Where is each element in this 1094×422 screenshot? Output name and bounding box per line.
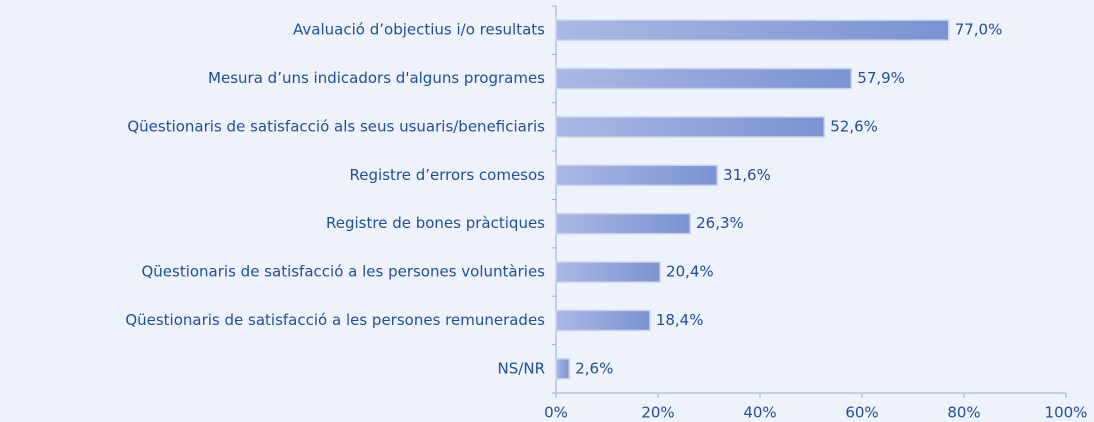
- value-label: 18,4%: [656, 311, 704, 329]
- value-label: 26,3%: [696, 214, 744, 232]
- bar: [555, 67, 853, 90]
- x-tick-label: 60%: [845, 404, 878, 422]
- category-label: Registre d’errors comesos: [350, 166, 546, 184]
- category-label: NS/NR: [498, 359, 545, 377]
- value-label: 31,6%: [723, 166, 771, 184]
- bar: [555, 19, 950, 41]
- value-label: 20,4%: [666, 263, 714, 281]
- category-label: Registre de bones pràctiques: [326, 214, 545, 232]
- category-label: Qüestionaris de satisfacció als seus usu…: [127, 117, 545, 135]
- category-label: Qüestionaris de satisfacció a les person…: [141, 263, 545, 281]
- bar: [555, 164, 718, 187]
- category-label: Qüestionaris de satisfacció a les person…: [125, 311, 545, 329]
- bar: [555, 261, 661, 283]
- category-label: Avaluació d’objectius i/o resultats: [293, 21, 545, 39]
- x-tick-label: 80%: [947, 404, 980, 422]
- x-tick-label: 20%: [641, 404, 674, 422]
- x-tick-label: 40%: [743, 404, 776, 422]
- bar: [555, 116, 826, 138]
- bar: [555, 309, 651, 332]
- bar: [555, 212, 691, 235]
- value-label: 2,6%: [575, 359, 613, 377]
- bar: [555, 358, 571, 380]
- value-label: 77,0%: [955, 21, 1003, 39]
- category-label: Mesura d’uns indicadors d'alguns program…: [208, 69, 545, 87]
- x-tick-label: 0%: [544, 404, 568, 422]
- value-label: 57,9%: [857, 69, 905, 87]
- x-tick-label: 100%: [1045, 404, 1088, 422]
- value-label: 52,6%: [830, 117, 878, 135]
